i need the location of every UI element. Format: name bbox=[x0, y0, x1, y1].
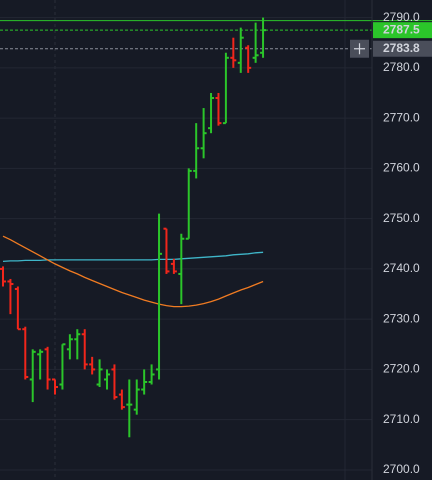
moving-average bbox=[2, 251, 264, 263]
y-tick-label: 2750.0 bbox=[383, 211, 420, 225]
price-label: 2787.5 bbox=[383, 22, 420, 36]
y-tick-label: 2710.0 bbox=[383, 412, 420, 426]
y-tick-label: 2760.0 bbox=[383, 161, 420, 175]
y-tick-label: 2790.0 bbox=[383, 10, 420, 24]
price-label: 2783.8 bbox=[383, 41, 420, 55]
price-label-box bbox=[373, 40, 432, 57]
price-label-box bbox=[373, 22, 432, 39]
grid bbox=[0, 17, 372, 471]
price-axis: 2700.0 2710.0 2720.0 2730.0 2740.0 2750.0 2760… bbox=[350, 0, 432, 480]
y-tick-label: 2700.0 bbox=[383, 462, 420, 476]
moving-average bbox=[2, 235, 264, 308]
y-tick-label: 2730.0 bbox=[383, 311, 420, 325]
y-tick-label: 2740.0 bbox=[383, 261, 420, 275]
plot bbox=[0, 17, 432, 438]
y-tick-label: 2780.0 bbox=[383, 60, 420, 74]
y-tick-label: 2720.0 bbox=[383, 362, 420, 376]
y-tick-label: 2770.0 bbox=[383, 110, 420, 124]
add-icon bbox=[354, 43, 365, 55]
